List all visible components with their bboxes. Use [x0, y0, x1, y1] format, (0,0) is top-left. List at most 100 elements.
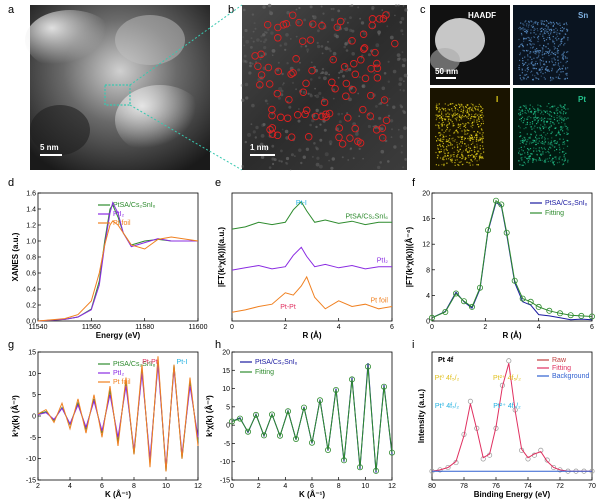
- fit-point: [284, 408, 291, 415]
- atom-marker: [251, 52, 259, 60]
- fit-point: [492, 197, 499, 204]
- panel-label-g: g: [8, 339, 14, 351]
- x-tick-label: 0: [230, 483, 234, 490]
- series-line: [231, 200, 392, 230]
- atom-marker: [264, 63, 273, 72]
- x-tick-label: 11580: [135, 324, 154, 331]
- atom-marker: [301, 110, 309, 119]
- series-label: Pt foil: [370, 297, 388, 304]
- fit-point: [380, 383, 387, 390]
- y-tick-label: 15: [28, 350, 36, 357]
- fit-point: [364, 363, 371, 370]
- atom-marker: [298, 37, 307, 45]
- atom-marker: [268, 111, 276, 120]
- series-line: [37, 201, 198, 322]
- x-tick-label: 11560: [82, 324, 101, 331]
- atom-marker: [361, 74, 370, 83]
- atom-marker: [382, 116, 391, 125]
- fit-point: [498, 201, 505, 208]
- atom-marker: [287, 133, 296, 141]
- x-tick-label: 70: [588, 483, 596, 490]
- x-tick-label: 2: [36, 483, 40, 490]
- plot-frame: [431, 192, 593, 322]
- fit-point: [484, 227, 491, 234]
- series-label: PtI₂: [377, 258, 389, 265]
- series-line: [231, 275, 393, 313]
- y-tick-label: 0: [426, 319, 430, 326]
- x-tick-label: 12: [388, 483, 396, 490]
- atom-marker: [336, 17, 345, 26]
- map-i: [430, 88, 510, 170]
- fit-point: [519, 295, 526, 302]
- peak-annotation: Pt-I: [296, 200, 307, 207]
- atom-marker: [373, 59, 381, 68]
- series-line-fitting: [231, 366, 393, 471]
- fit-point: [527, 298, 534, 305]
- atom-marker: [340, 63, 349, 71]
- single-atom-markers: [251, 11, 399, 148]
- x-axis-label: Energy (eV): [96, 331, 141, 340]
- legend-label: Background: [552, 373, 589, 380]
- x-axis-label: R (Å): [302, 331, 321, 340]
- fit-point: [308, 439, 315, 446]
- x-tick-label: 4: [283, 483, 287, 490]
- atom-marker: [257, 71, 266, 79]
- atom-marker: [335, 133, 343, 142]
- atom-marker: [335, 124, 344, 132]
- fit-point: [460, 298, 467, 305]
- series-line: [37, 220, 199, 322]
- plot-frame: [231, 192, 393, 322]
- atom-marker: [350, 59, 358, 68]
- map-pt: [513, 88, 595, 170]
- legend-label: Raw: [552, 357, 567, 364]
- data-point: [551, 464, 557, 471]
- x-axis-label: K (Å⁻¹): [105, 490, 131, 499]
- fit-point: [300, 404, 307, 411]
- y-tick-label: 20: [222, 350, 230, 357]
- chart-h: 0 2 4 6 8 10 12 -15 -10 -5 0 5 10 15 20 K (Å⁻¹) k³χ(k) (…: [205, 350, 396, 499]
- atom-marker: [256, 81, 264, 89]
- data-point: [445, 464, 451, 471]
- y-tick-label: 0.2: [26, 303, 36, 310]
- y-axis-label: k³χ(k) (Å⁻³): [11, 395, 20, 437]
- y-tick-label: 10: [28, 371, 36, 378]
- atom-marker: [309, 20, 317, 28]
- y-tick-label: 10: [222, 386, 230, 393]
- atom-marker: [372, 126, 381, 134]
- atom-marker: [320, 98, 329, 107]
- y-tick-label: 0.0: [26, 319, 36, 326]
- atom-marker: [288, 11, 297, 19]
- atom-marker: [289, 69, 297, 77]
- atom-marker: [311, 112, 320, 121]
- x-tick-label: 10: [361, 483, 369, 490]
- panel-label-b: b: [228, 4, 234, 16]
- atom-marker: [357, 56, 365, 64]
- fit-point: [324, 446, 331, 453]
- legend-label: PtI₂: [113, 211, 125, 218]
- legend-label: Fitting: [545, 210, 564, 217]
- chart-title: Pt 4f: [438, 357, 454, 364]
- y-tick-label: 1.2: [26, 223, 36, 230]
- series-line-fitting: [431, 199, 593, 319]
- panel-label-d: d: [8, 177, 14, 189]
- series-label: PtSA/Cs₂SnI₆: [346, 213, 389, 220]
- chart-i: 80 78 76 74 72 70 Binding Energy (eV) Intensity…: [417, 351, 596, 499]
- legend-label: PtSA/Cs₂SnI₆: [545, 200, 588, 207]
- atom-marker: [282, 20, 291, 28]
- peak-annotation: Pt⁰ 4f₅/₂: [435, 374, 460, 382]
- x-tick-label: 4: [337, 324, 341, 331]
- y-tick-label: 12: [422, 242, 430, 249]
- peak-annotation: Pt²⁺ 4f₅/₂: [493, 375, 521, 382]
- atom-marker: [254, 62, 262, 70]
- x-tick-label: 8: [337, 483, 341, 490]
- x-tick-label: 8: [132, 483, 136, 490]
- y-tick-label: 5: [226, 404, 230, 411]
- legend-label: Pt foil: [113, 220, 131, 227]
- fit-point: [503, 229, 510, 236]
- fit-point: [567, 312, 574, 319]
- panel-label-f: f: [412, 177, 416, 189]
- atom-marker: [274, 23, 282, 32]
- plot-frame: [431, 351, 593, 481]
- atom-marker: [360, 44, 369, 52]
- atom-marker: [338, 140, 347, 148]
